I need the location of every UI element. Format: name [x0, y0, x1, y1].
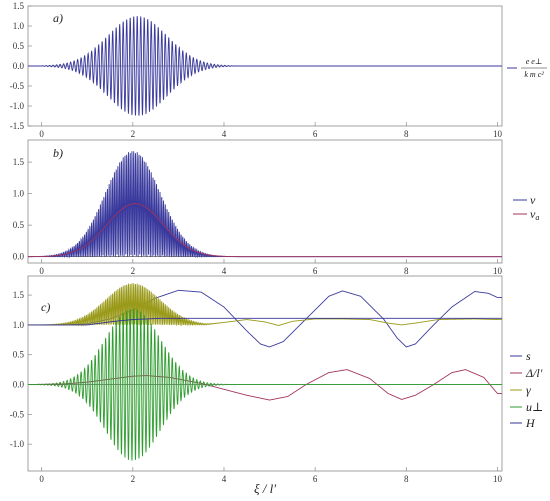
y-tick-label: -1.5	[10, 121, 25, 131]
series-line-h	[28, 317, 502, 326]
panel-c-series	[27, 283, 502, 461]
x-tick-label: 6	[313, 129, 318, 139]
panel-b-series	[27, 151, 502, 259]
y-tick-label: 0.5	[13, 350, 25, 360]
legend-label-gamma: γ	[526, 383, 531, 397]
panel-c-label: c)	[41, 300, 50, 314]
series-line-series	[27, 283, 502, 327]
legend-label-e-perp-bottom: k m c²	[524, 70, 544, 79]
x-tick-label: 10	[493, 129, 503, 139]
x-tick-label: 2	[131, 129, 136, 139]
panel-c-legend: s Δ/l' γ u⊥ H	[510, 349, 543, 430]
panel-c: -1.0 -0.5 0.0 0.5 1.0 1.5 0 2 4 6 8 10 c) ξ / l' s…	[10, 275, 543, 496]
y-tick-label: 0.5	[13, 41, 25, 51]
x-tick-label: 4	[222, 266, 227, 276]
panel-b-x-ticks: 0 2 4 6 8 10	[39, 259, 502, 276]
x-tick-label: 10	[493, 474, 503, 484]
y-tick-label: 1.5	[13, 157, 25, 167]
panel-c-x-ticks: 0 2 4 6 8 10	[39, 467, 502, 484]
x-tick-label: 2	[131, 266, 136, 276]
panel-a-legend: e e⊥ k m c²	[507, 57, 547, 79]
y-tick-label: 1.0	[13, 320, 25, 330]
panel-c-x-axis-label: ξ / l'	[254, 481, 276, 496]
series-line-v-a	[28, 203, 502, 258]
y-tick-label: -1.0	[10, 439, 25, 449]
x-tick-label: 8	[404, 129, 409, 139]
y-tick-label: -0.5	[10, 409, 25, 419]
y-tick-label: -1.0	[10, 101, 25, 111]
legend-label-va: va	[530, 207, 539, 222]
legend-label-s: s	[526, 349, 531, 363]
x-tick-label: 4	[222, 129, 227, 139]
x-tick-label: 2	[131, 474, 136, 484]
x-tick-label: 8	[404, 474, 409, 484]
y-tick-label: 1.0	[13, 189, 25, 199]
y-tick-label: 1.5	[13, 1, 25, 11]
y-tick-label: 0.0	[13, 380, 25, 390]
panel-a-y-ticks: -1.5 -1.0 -0.5 0.0 0.5 1.0 1.5	[10, 1, 32, 131]
panel-b-legend: v va	[513, 193, 539, 222]
y-tick-label: 0.5	[13, 220, 25, 230]
panel-a-series	[28, 15, 502, 116]
legend-label-delta: Δ/l'	[525, 366, 543, 380]
legend-label-h: H	[525, 416, 536, 430]
x-tick-label: 0	[39, 266, 44, 276]
x-tick-label: 8	[404, 266, 409, 276]
legend-label-e-perp-top: e e⊥	[526, 57, 543, 66]
legend-label-u-perp: u⊥	[526, 400, 543, 414]
x-tick-label: 6	[313, 474, 318, 484]
panel-b: 0.0 0.5 1.0 1.5 0 2 4 6 8 10 b) v va	[13, 139, 539, 276]
panel-a-x-ticks: 0 2 4 6 8 10	[39, 122, 502, 139]
series-line-l	[28, 369, 502, 401]
x-tick-label: 0	[39, 129, 44, 139]
x-tick-label: 4	[222, 474, 227, 484]
panel-b-label: b)	[53, 146, 63, 160]
y-tick-label: 1.0	[13, 21, 25, 31]
panel-a: -1.5 -1.0 -0.5 0.0 0.5 1.0 1.5 0 2 4 6 8 10 a) e e⊥…	[10, 1, 547, 139]
panel-a-label: a)	[53, 11, 63, 25]
y-tick-label: 1.5	[13, 290, 25, 300]
y-tick-label: -0.5	[10, 81, 25, 91]
y-tick-label: 0.0	[13, 252, 25, 262]
legend-label-v: v	[530, 193, 536, 207]
x-tick-label: 6	[313, 266, 318, 276]
x-tick-label: 0	[39, 474, 44, 484]
x-tick-label: 10	[493, 266, 503, 276]
series-line-e-e-k-m-c	[28, 15, 502, 116]
y-tick-label: 0.0	[13, 61, 25, 71]
series-line-u	[27, 308, 502, 461]
